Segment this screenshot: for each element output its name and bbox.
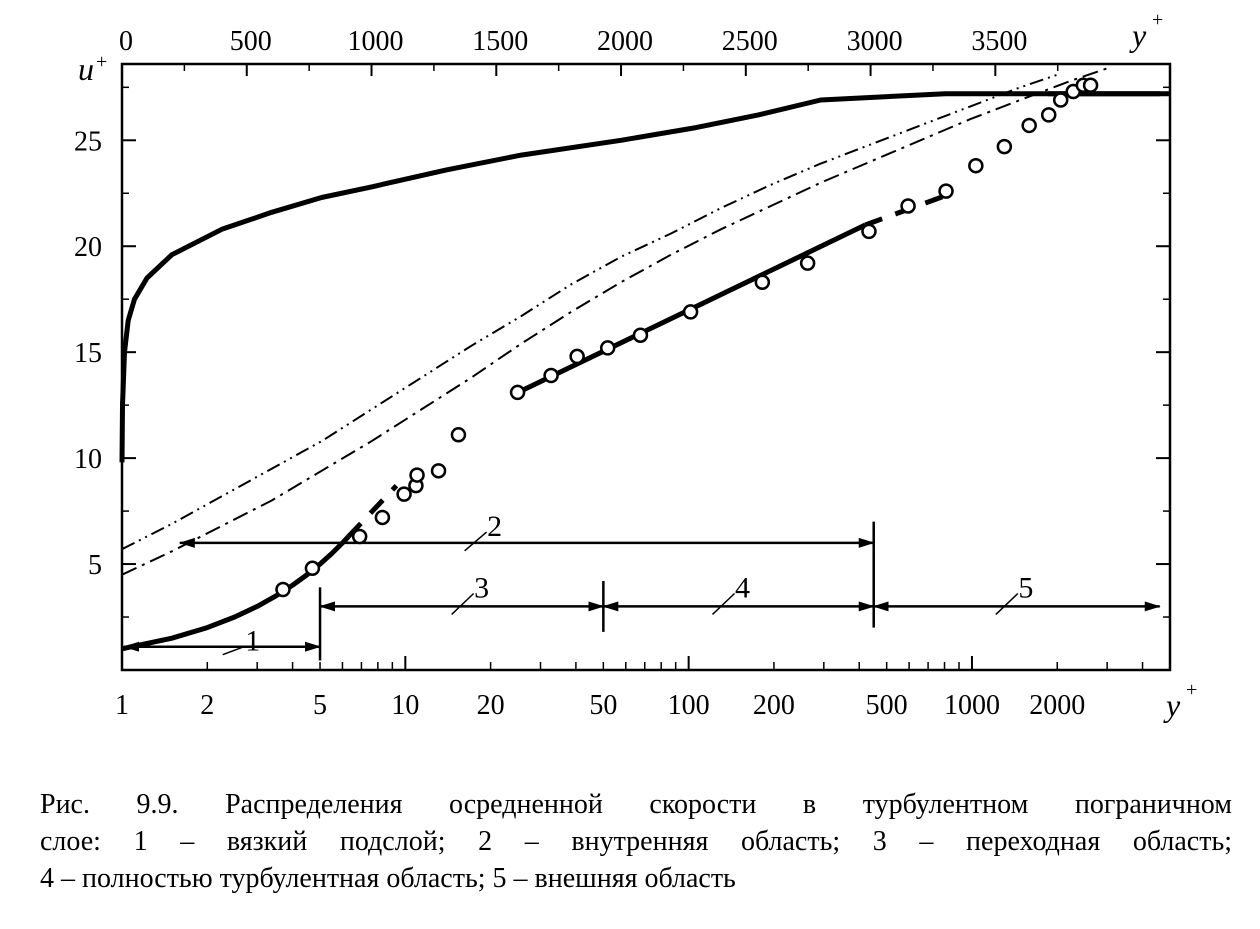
data-point (430, 463, 447, 479)
data-point (1052, 92, 1069, 108)
y-tick-label-10: 10 (74, 444, 102, 475)
top-x-axis-label-sup: + (1152, 9, 1163, 31)
series-line-viscous-sublayer (121, 534, 351, 652)
bottom-tick-label-1000: 1000 (944, 690, 1000, 721)
data-point (450, 427, 467, 443)
y-tick-label-5: 5 (88, 550, 102, 581)
y-tick-label-15: 15 (74, 338, 102, 369)
data-point (938, 183, 954, 199)
data-point (900, 198, 916, 214)
data-point (682, 304, 699, 320)
series-line-sublayer-dashed (346, 483, 399, 539)
series-line-linear-profile (119, 91, 1170, 463)
data-point (968, 157, 984, 174)
data-point (861, 223, 877, 240)
region-leader-1 (222, 645, 245, 656)
data-point (396, 486, 412, 502)
region-leader-5 (995, 592, 1019, 615)
top-tick-label-3500: 3500 (971, 26, 1027, 57)
top-tick-label-1000: 1000 (348, 26, 404, 57)
caption-line-2: слое: 1 – вязкий подслой; 2 – внутренняя… (40, 826, 1232, 857)
series-line-dash-dot-dot (121, 73, 1059, 551)
data-point (509, 384, 526, 401)
top-tick-label-2500: 2500 (722, 26, 778, 57)
top-tick-label-0: 0 (119, 26, 133, 57)
data-point (799, 255, 816, 271)
bottom-tick-label-50: 50 (589, 690, 617, 721)
data-point (754, 274, 771, 290)
y-axis-label-sup: + (96, 51, 107, 73)
data-point (1082, 77, 1099, 93)
bottom-x-axis-label: y (1163, 687, 1181, 723)
caption-line-1: Рис. 9.9. Распределения осредненной скор… (40, 789, 1232, 820)
series-line-dash-dot (121, 67, 1108, 576)
data-point (599, 340, 616, 356)
region-label-3: 3 (474, 571, 489, 604)
bottom-tick-label-5: 5 (313, 690, 327, 721)
data-point (632, 327, 649, 343)
region-label-2: 2 (487, 510, 502, 543)
data-point (304, 560, 321, 577)
bottom-tick-label-500: 500 (866, 690, 908, 721)
region-label-5: 5 (1018, 571, 1033, 604)
data-point (351, 528, 368, 545)
data-point (996, 138, 1013, 155)
bottom-tick-label-10: 10 (391, 690, 419, 721)
data-point (409, 467, 425, 483)
bottom-tick-label-2: 2 (200, 690, 214, 721)
plot-frame (120, 62, 1172, 672)
bottom-tick-label-1: 1 (115, 690, 129, 721)
y-axis-label: u (78, 51, 94, 87)
top-tick-label-3000: 3000 (847, 26, 903, 57)
data-point (275, 581, 291, 598)
top-tick-label-1500: 1500 (472, 26, 528, 57)
data-point (1040, 107, 1057, 123)
bottom-tick-label-100: 100 (668, 690, 710, 721)
region-label-4: 4 (735, 571, 750, 604)
top-tick-label-500: 500 (230, 26, 272, 57)
region-label-1: 1 (245, 624, 260, 657)
data-point (543, 367, 559, 384)
bottom-tick-label-2000: 2000 (1029, 690, 1085, 721)
top-tick-label-2000: 2000 (597, 26, 653, 57)
data-point (569, 348, 585, 365)
figure-caption: Рис. 9.9. Распределения осредненной скор… (40, 786, 1232, 897)
data-point (374, 509, 391, 526)
bottom-x-axis-label-sup: + (1186, 679, 1197, 701)
bottom-tick-label-20: 20 (477, 690, 505, 721)
region-leader-2 (464, 531, 488, 552)
y-tick-label-25: 25 (74, 126, 102, 157)
region-leader-3 (451, 592, 475, 615)
bottom-tick-label-200: 200 (753, 690, 795, 721)
data-point (1021, 117, 1037, 134)
top-x-axis-label: y (1129, 17, 1147, 53)
y-tick-label-20: 20 (74, 232, 102, 263)
region-leader-4 (712, 592, 736, 615)
caption-line-3: 4 – полностью турбулентная область; 5 – … (40, 863, 736, 894)
